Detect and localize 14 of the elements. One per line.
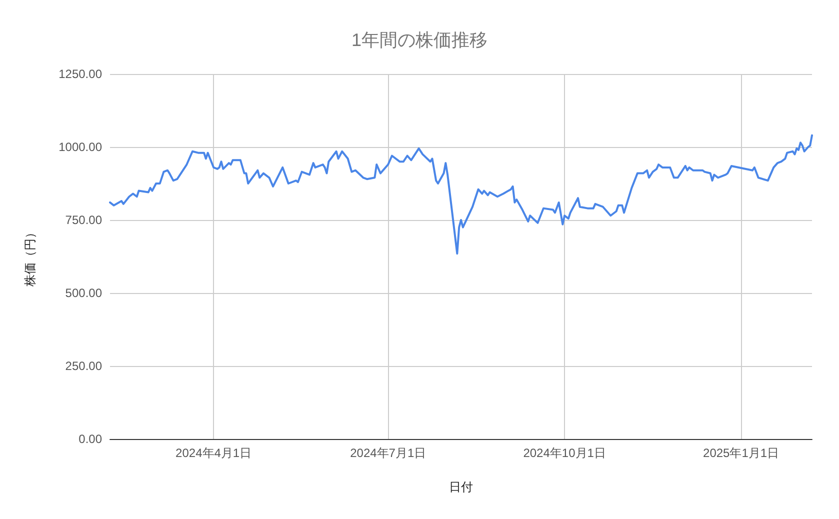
- y-axis-title: 株価（円）: [23, 226, 37, 288]
- line-series: [109, 134, 813, 255]
- x-tick-label: 2025年1月1日: [703, 446, 780, 460]
- x-axis-title: 日付: [449, 480, 473, 494]
- y-tick-label: 1000.00: [58, 140, 102, 154]
- x-tick-label: 2024年7月1日: [350, 446, 426, 460]
- y-tick-label: 500.00: [65, 286, 102, 300]
- y-tick-label: 250.00: [65, 359, 102, 373]
- y-tick-label: 0.00: [78, 432, 102, 446]
- chart-title: 1年間の株価推移: [351, 30, 488, 50]
- y-tick-label: 750.00: [65, 213, 102, 227]
- y-tick-label: 1250.00: [58, 67, 102, 81]
- x-tick-label: 2024年10月1日: [523, 446, 606, 460]
- x-tick-label: 2024年4月1日: [176, 446, 252, 460]
